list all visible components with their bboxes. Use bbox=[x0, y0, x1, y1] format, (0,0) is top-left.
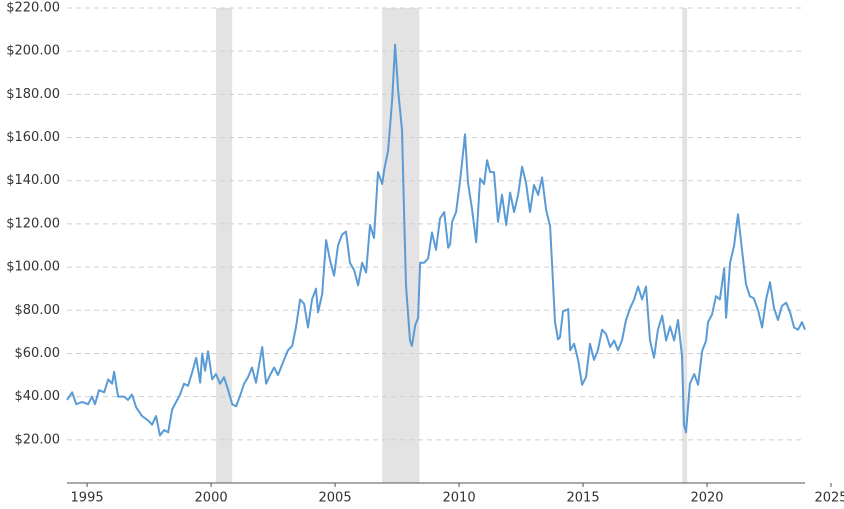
x-tick-label: 2025 bbox=[814, 491, 844, 506]
y-tick-label: $200.00 bbox=[6, 44, 60, 59]
shaded-period bbox=[382, 8, 420, 483]
y-tick-label: $160.00 bbox=[6, 130, 60, 145]
y-tick-label: $20.00 bbox=[15, 432, 61, 447]
shaded-period bbox=[216, 8, 233, 483]
x-tick-label: 2005 bbox=[319, 491, 352, 506]
y-tick-label: $80.00 bbox=[15, 303, 61, 318]
x-tick-label: 2015 bbox=[567, 491, 600, 506]
price-line bbox=[66, 43, 806, 437]
x-tick-label: 2010 bbox=[443, 491, 476, 506]
y-tick-label: $100.00 bbox=[6, 260, 60, 275]
x-tick-label: 2000 bbox=[195, 491, 228, 506]
y-tick-label: $120.00 bbox=[6, 216, 60, 231]
y-tick-label: $180.00 bbox=[6, 87, 60, 102]
y-tick-label: $40.00 bbox=[15, 389, 61, 404]
x-tick-label: 1995 bbox=[71, 491, 104, 506]
y-tick-label: $220.00 bbox=[6, 1, 60, 16]
y-tick-label: $60.00 bbox=[15, 346, 61, 361]
y-tick-label: $140.00 bbox=[6, 173, 60, 188]
shaded-period bbox=[682, 8, 688, 483]
x-tick-label: 2020 bbox=[690, 491, 723, 506]
